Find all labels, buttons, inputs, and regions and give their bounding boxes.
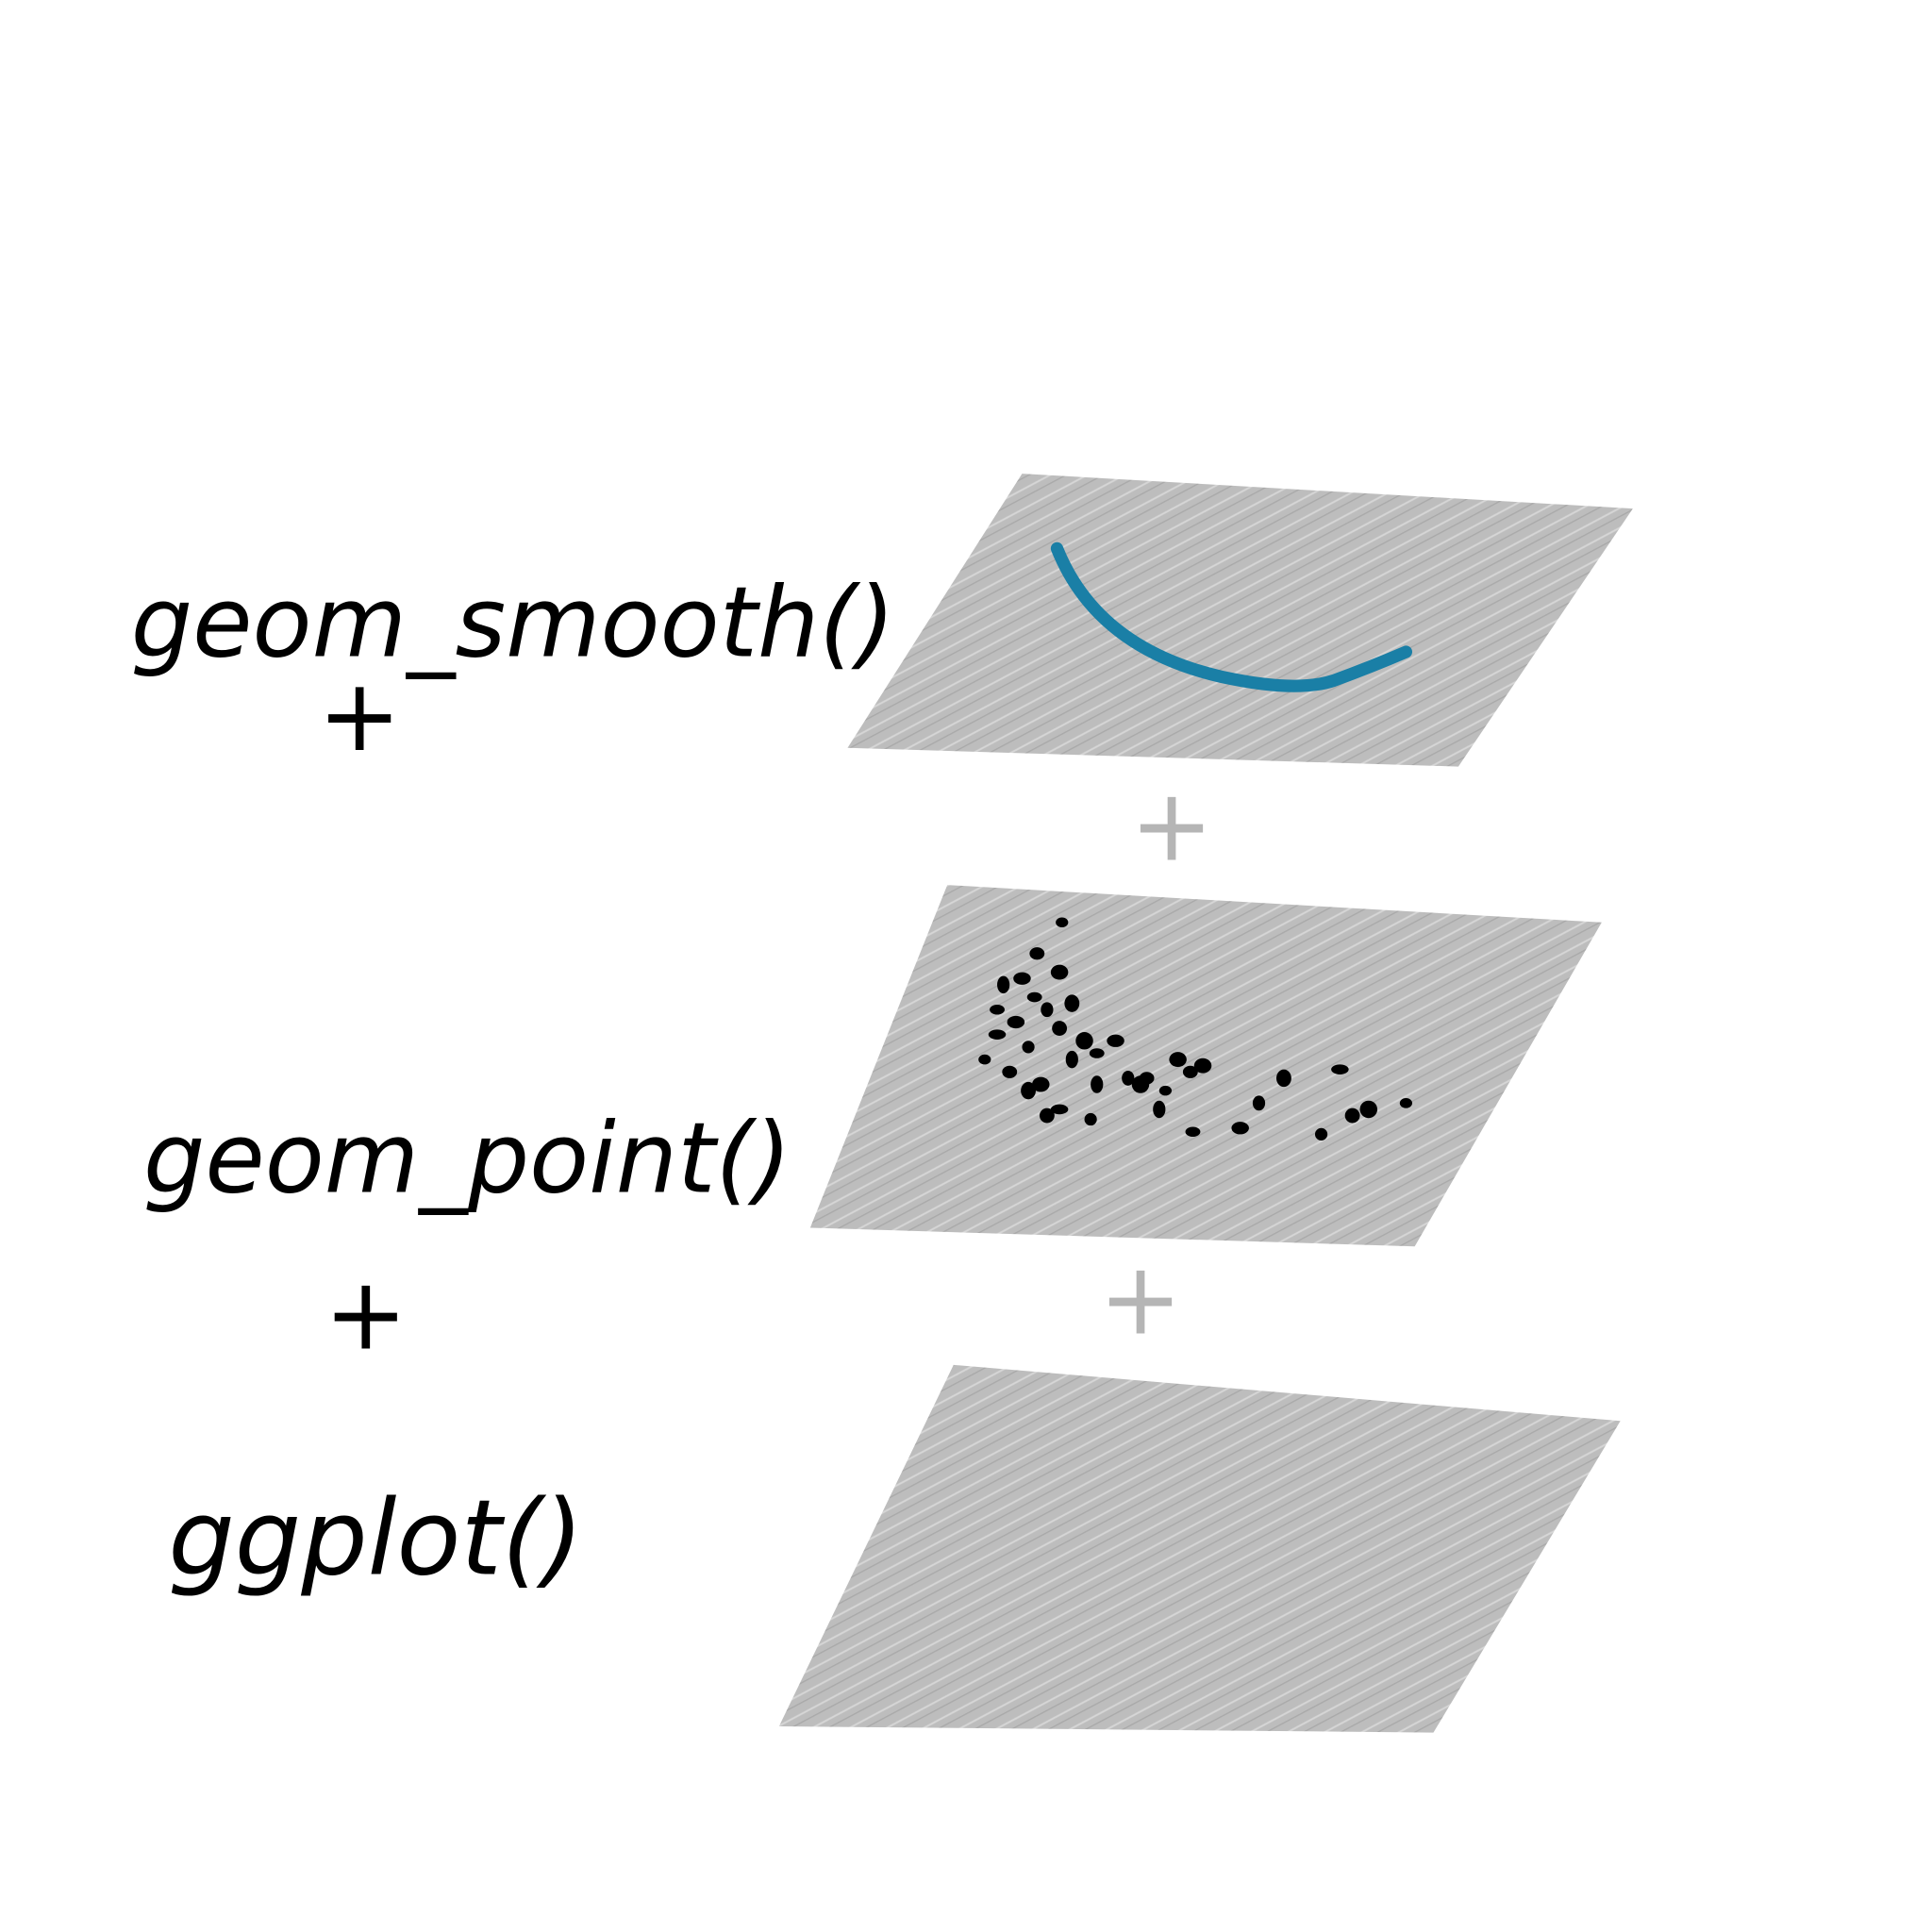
point <box>1193 1058 1212 1074</box>
point <box>997 975 1010 994</box>
point <box>1276 1069 1291 1088</box>
point <box>1026 991 1042 1003</box>
point <box>1122 1070 1135 1086</box>
point <box>1052 1021 1068 1036</box>
point <box>1185 1126 1201 1138</box>
label-geom-point: geom_point() <box>143 1103 791 1216</box>
point <box>1013 972 1031 985</box>
point <box>1359 1100 1378 1119</box>
point <box>1169 1052 1187 1068</box>
point <box>1314 1127 1328 1141</box>
point <box>1089 1048 1105 1058</box>
point <box>1075 1032 1093 1050</box>
point <box>1029 947 1045 960</box>
point <box>1084 1112 1097 1126</box>
plus-operator: + <box>325 1256 408 1372</box>
point <box>1107 1034 1124 1047</box>
label-ggplot: ggplot() <box>168 1478 583 1600</box>
plus-operator: + <box>318 658 402 774</box>
point <box>1041 1002 1054 1018</box>
layer-plus: + <box>1099 1241 1183 1357</box>
layer-ggplot <box>778 1364 1621 1733</box>
label-geom-smooth: geom_smooth() <box>131 567 895 680</box>
point <box>1039 1108 1055 1124</box>
point <box>1002 1065 1018 1078</box>
point <box>1050 1104 1069 1115</box>
scatter-points <box>978 917 1413 1141</box>
point <box>1050 964 1069 980</box>
point <box>1021 1081 1036 1100</box>
point <box>1139 1072 1155 1085</box>
point <box>1032 1076 1050 1092</box>
point <box>1252 1095 1266 1111</box>
layer-plus: + <box>1130 767 1214 883</box>
point <box>1091 1075 1104 1093</box>
point <box>1344 1108 1360 1124</box>
point <box>978 1054 991 1065</box>
point <box>988 1029 1007 1040</box>
point <box>1022 1041 1035 1054</box>
point <box>1064 994 1080 1012</box>
point <box>1007 1015 1025 1029</box>
point <box>1065 1050 1078 1069</box>
point <box>1399 1098 1413 1108</box>
point <box>990 1004 1005 1015</box>
point <box>1331 1064 1349 1074</box>
point <box>1231 1122 1249 1135</box>
point <box>1182 1065 1198 1078</box>
point <box>1153 1100 1166 1119</box>
point <box>1158 1085 1173 1096</box>
smooth-curve <box>1050 541 1413 692</box>
point <box>1056 917 1069 928</box>
layer-smooth <box>847 474 1633 767</box>
